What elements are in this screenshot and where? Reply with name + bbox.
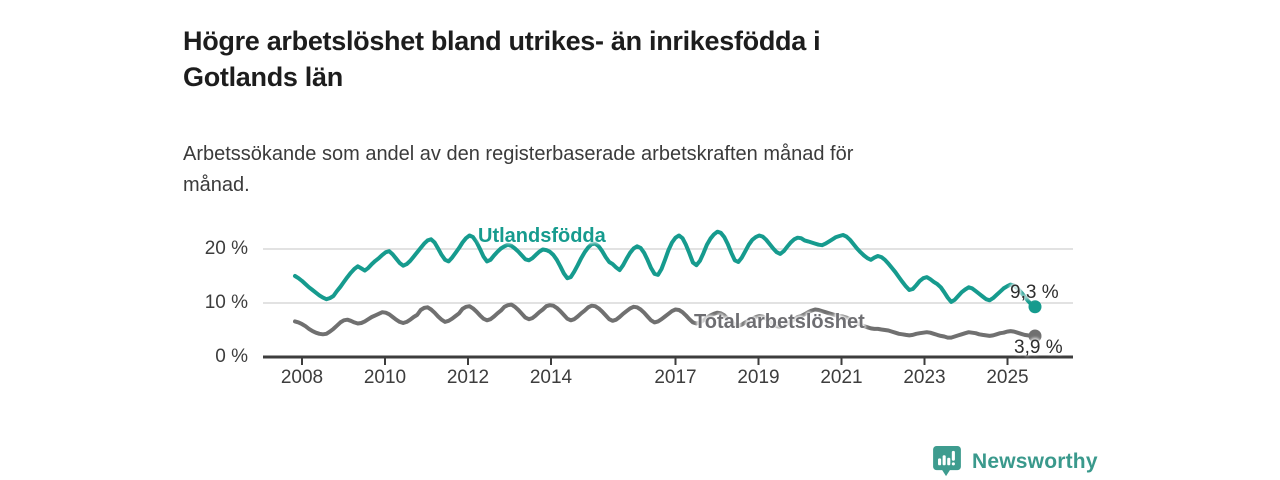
x-tick-label: 2012 [446, 367, 490, 388]
end-value-label-total: 3,9 % [1014, 337, 1063, 358]
end-value-label-utlandsfodda: 9,3 % [1010, 282, 1059, 303]
chart-subtitle: Arbetssökande som andel av den registerb… [183, 143, 854, 196]
series-line-0 [293, 229, 1037, 309]
series-label-utlandsfodda: Utlandsfödda [478, 225, 606, 247]
newsworthy-wordmark: Newsworthy [972, 449, 1098, 473]
y-tick-label: 20 % [204, 238, 248, 259]
bar-chart-speech-bubble-icon [933, 446, 961, 477]
y-tick-label: 10 % [204, 292, 248, 313]
series-end-dot-1 [1028, 329, 1042, 343]
x-tick-label: 2017 [654, 367, 697, 388]
x-tick-label: 2014 [529, 367, 573, 388]
newsworthy-logo: Newsworthy [933, 446, 1098, 477]
x-tick-label: 2019 [737, 367, 780, 388]
chart-title: Högre arbetslöshet bland utrikes- än inr… [183, 26, 821, 93]
x-tick-label: 2021 [820, 367, 863, 388]
x-tick-label: 2025 [986, 367, 1029, 388]
series-label-total-arbetsloshet: Total arbetslöshet [694, 311, 865, 333]
x-tick-label: 2010 [363, 367, 407, 388]
x-tick-label: 2008 [280, 367, 324, 388]
series-line-1 [293, 302, 1037, 340]
series-end-dot-0 [1028, 300, 1042, 314]
x-tick-label: 2023 [903, 367, 946, 388]
y-tick-label: 0 % [215, 346, 248, 367]
